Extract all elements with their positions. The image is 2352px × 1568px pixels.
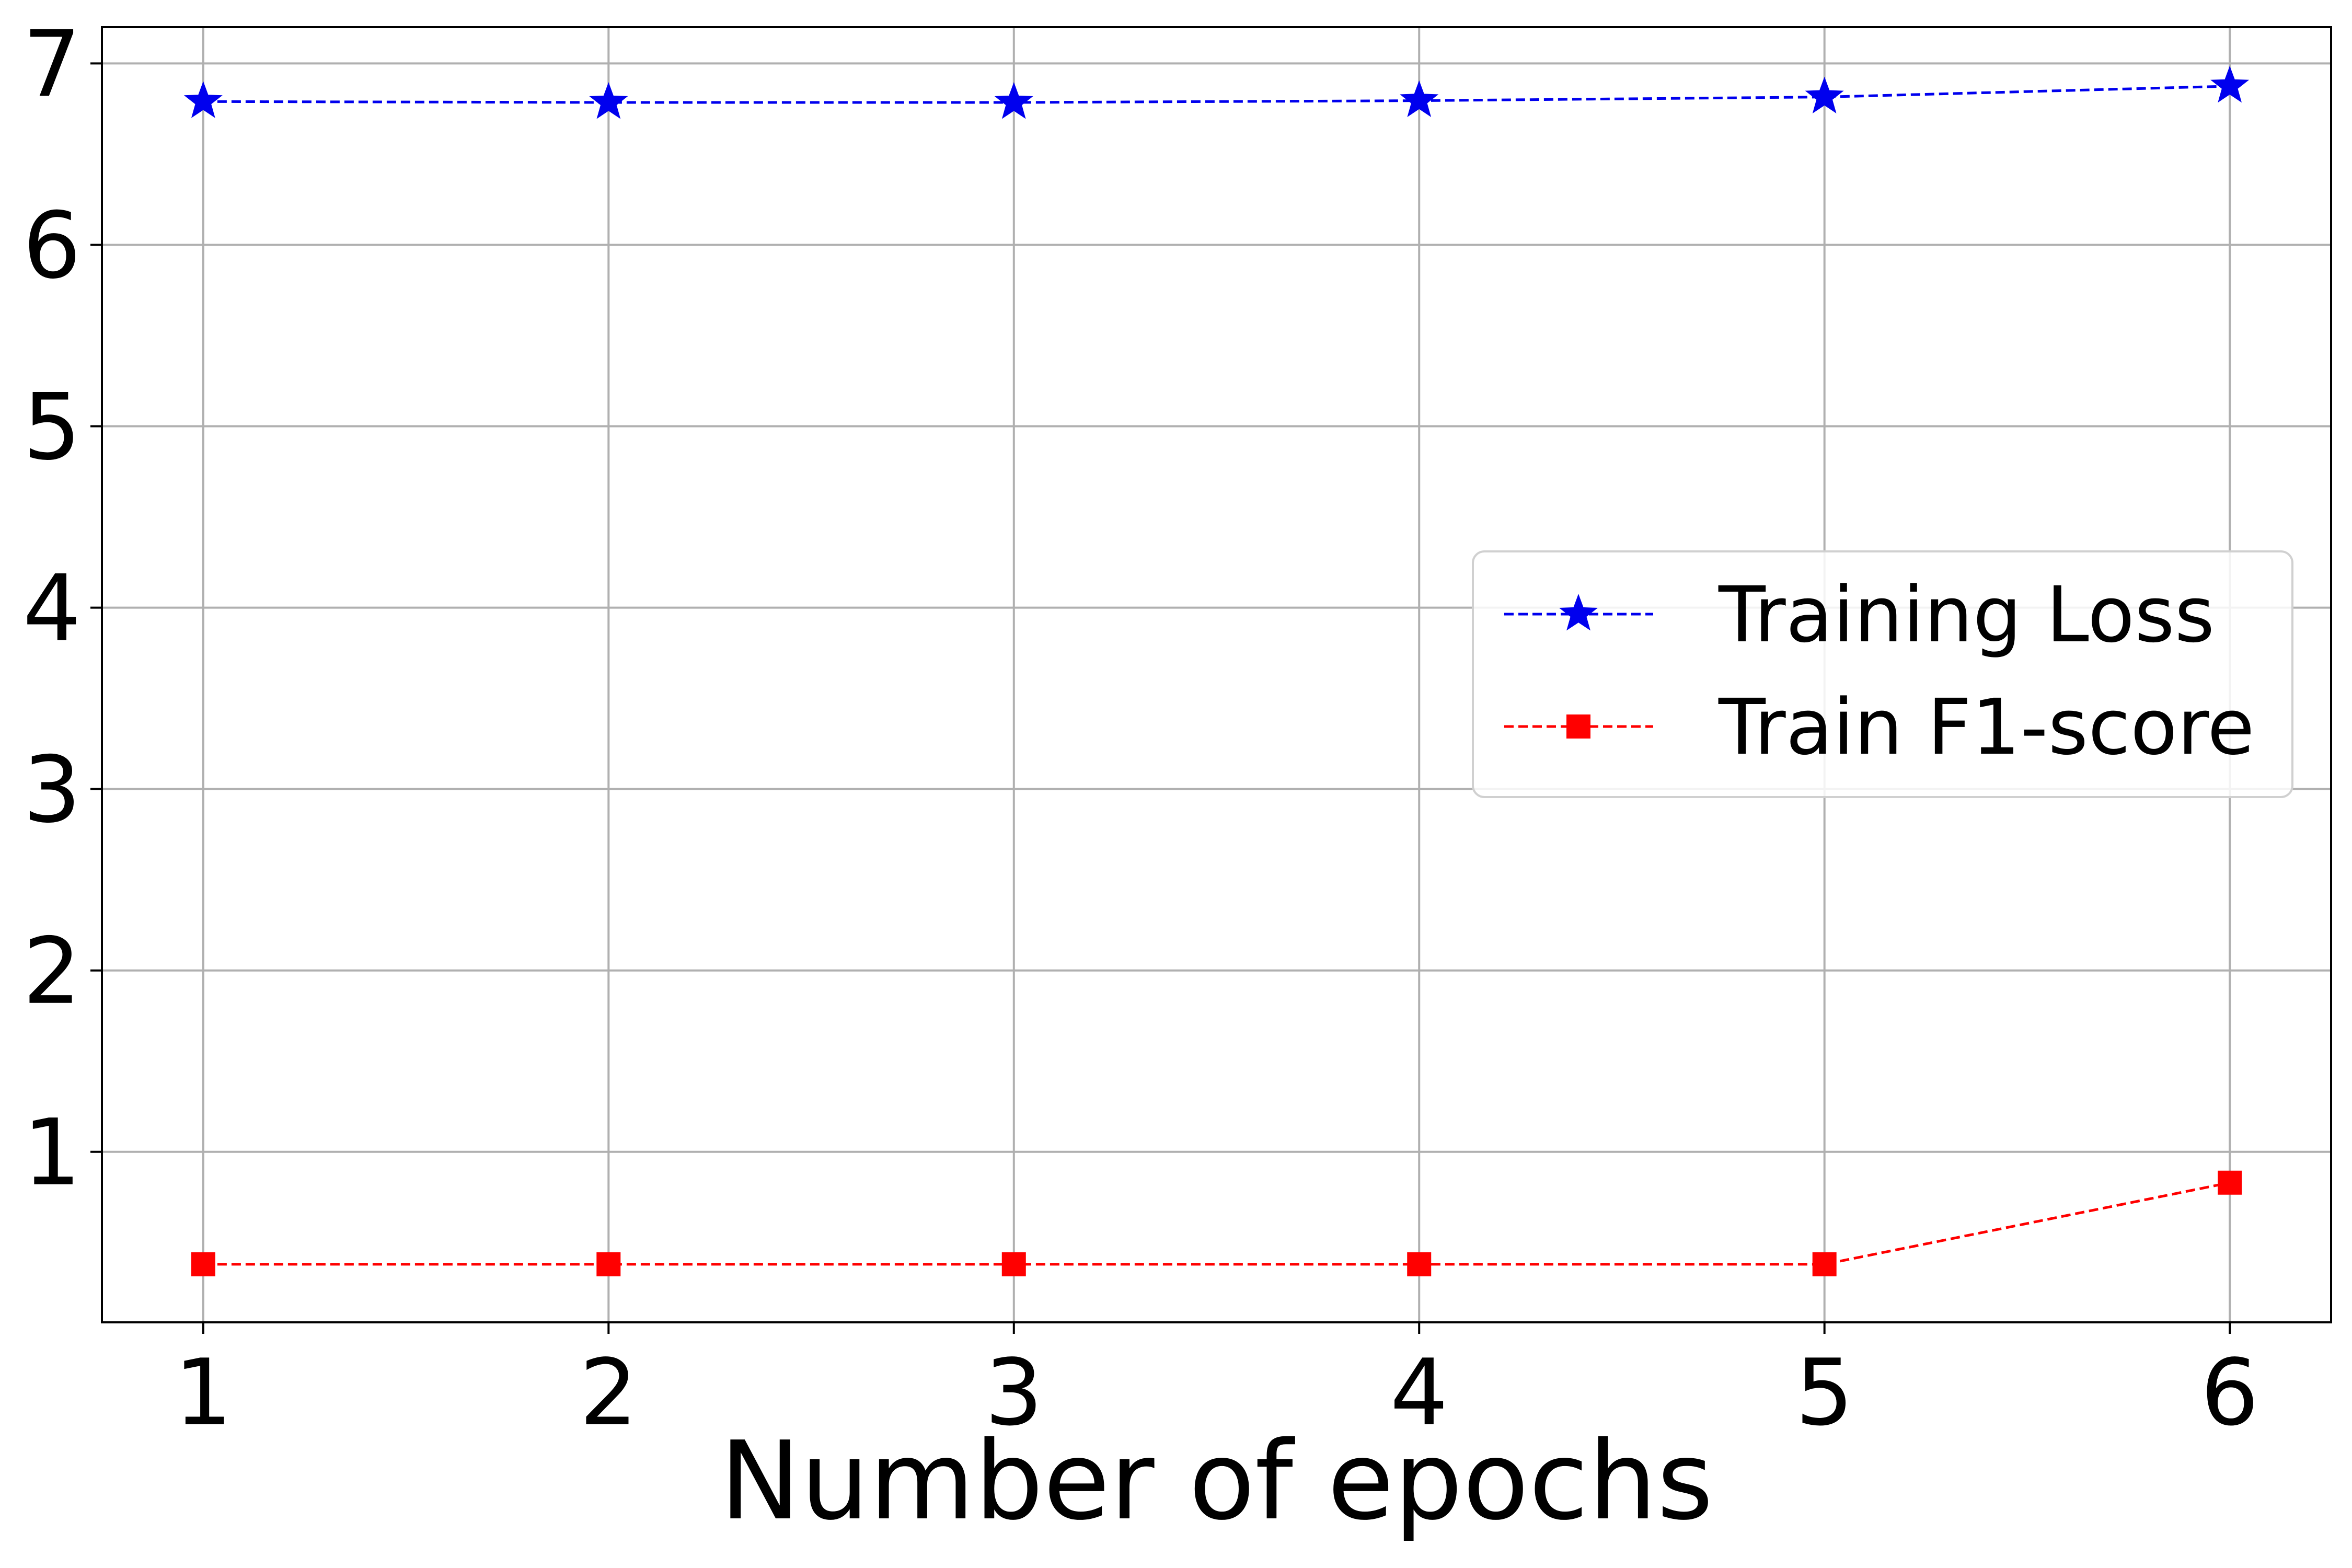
- x-tick-label-1: 1: [174, 1340, 232, 1446]
- legend: Training Loss Train F1-score: [1472, 550, 2293, 798]
- series-1-point-3: [1001, 1252, 1026, 1276]
- series-0-point-3: [994, 82, 1033, 119]
- y-tick-label-4: 4: [23, 556, 81, 662]
- x-tick-label-4: 4: [1390, 1340, 1448, 1446]
- series-0-point-4: [1400, 80, 1439, 118]
- series-1-point-2: [596, 1252, 621, 1276]
- series-1: [191, 1170, 2242, 1276]
- y-tick-label-6: 6: [23, 193, 81, 299]
- series-0-point-2: [589, 82, 628, 119]
- series-1-line: [203, 1181, 2230, 1266]
- y-tick-label-7: 7: [23, 11, 81, 118]
- legend-marker-1: [1566, 714, 1590, 739]
- y-tick-label-1: 1: [23, 1100, 81, 1206]
- series-0-line: [203, 85, 2230, 104]
- x-axis-label: Number of epochs: [720, 1418, 1713, 1544]
- x-tick-label-5: 5: [1795, 1340, 1853, 1446]
- series-0-point-1: [183, 81, 223, 118]
- series-1-point-1: [191, 1252, 215, 1276]
- x-tick-label-3: 3: [985, 1340, 1043, 1446]
- series-0-point-6: [2210, 65, 2250, 103]
- series-1-point-4: [1407, 1252, 1432, 1276]
- legend-label-1: Train F1-score: [1718, 683, 2255, 772]
- series-0: [183, 65, 2250, 119]
- x-tick-label-2: 2: [580, 1340, 638, 1446]
- y-tick-label-2: 2: [23, 919, 81, 1025]
- y-tick-label-5: 5: [23, 375, 81, 481]
- legend-box: [1472, 550, 2293, 798]
- x-tick-label-6: 6: [2200, 1340, 2258, 1446]
- series-0-point-5: [1805, 76, 1844, 114]
- legend-label-0: Training Loss: [1718, 570, 2215, 660]
- plot-area-frame: [101, 26, 2332, 1323]
- ticks: 1 2 3 4 5 6 1 2 3 4 5 6 7: [23, 11, 2259, 1446]
- y-tick-label-3: 3: [23, 737, 81, 844]
- series-1-point-6: [2218, 1170, 2242, 1195]
- series-1-point-5: [1812, 1252, 1837, 1276]
- series-layer: [183, 65, 2250, 1276]
- legend-marker-0: [1559, 594, 1598, 631]
